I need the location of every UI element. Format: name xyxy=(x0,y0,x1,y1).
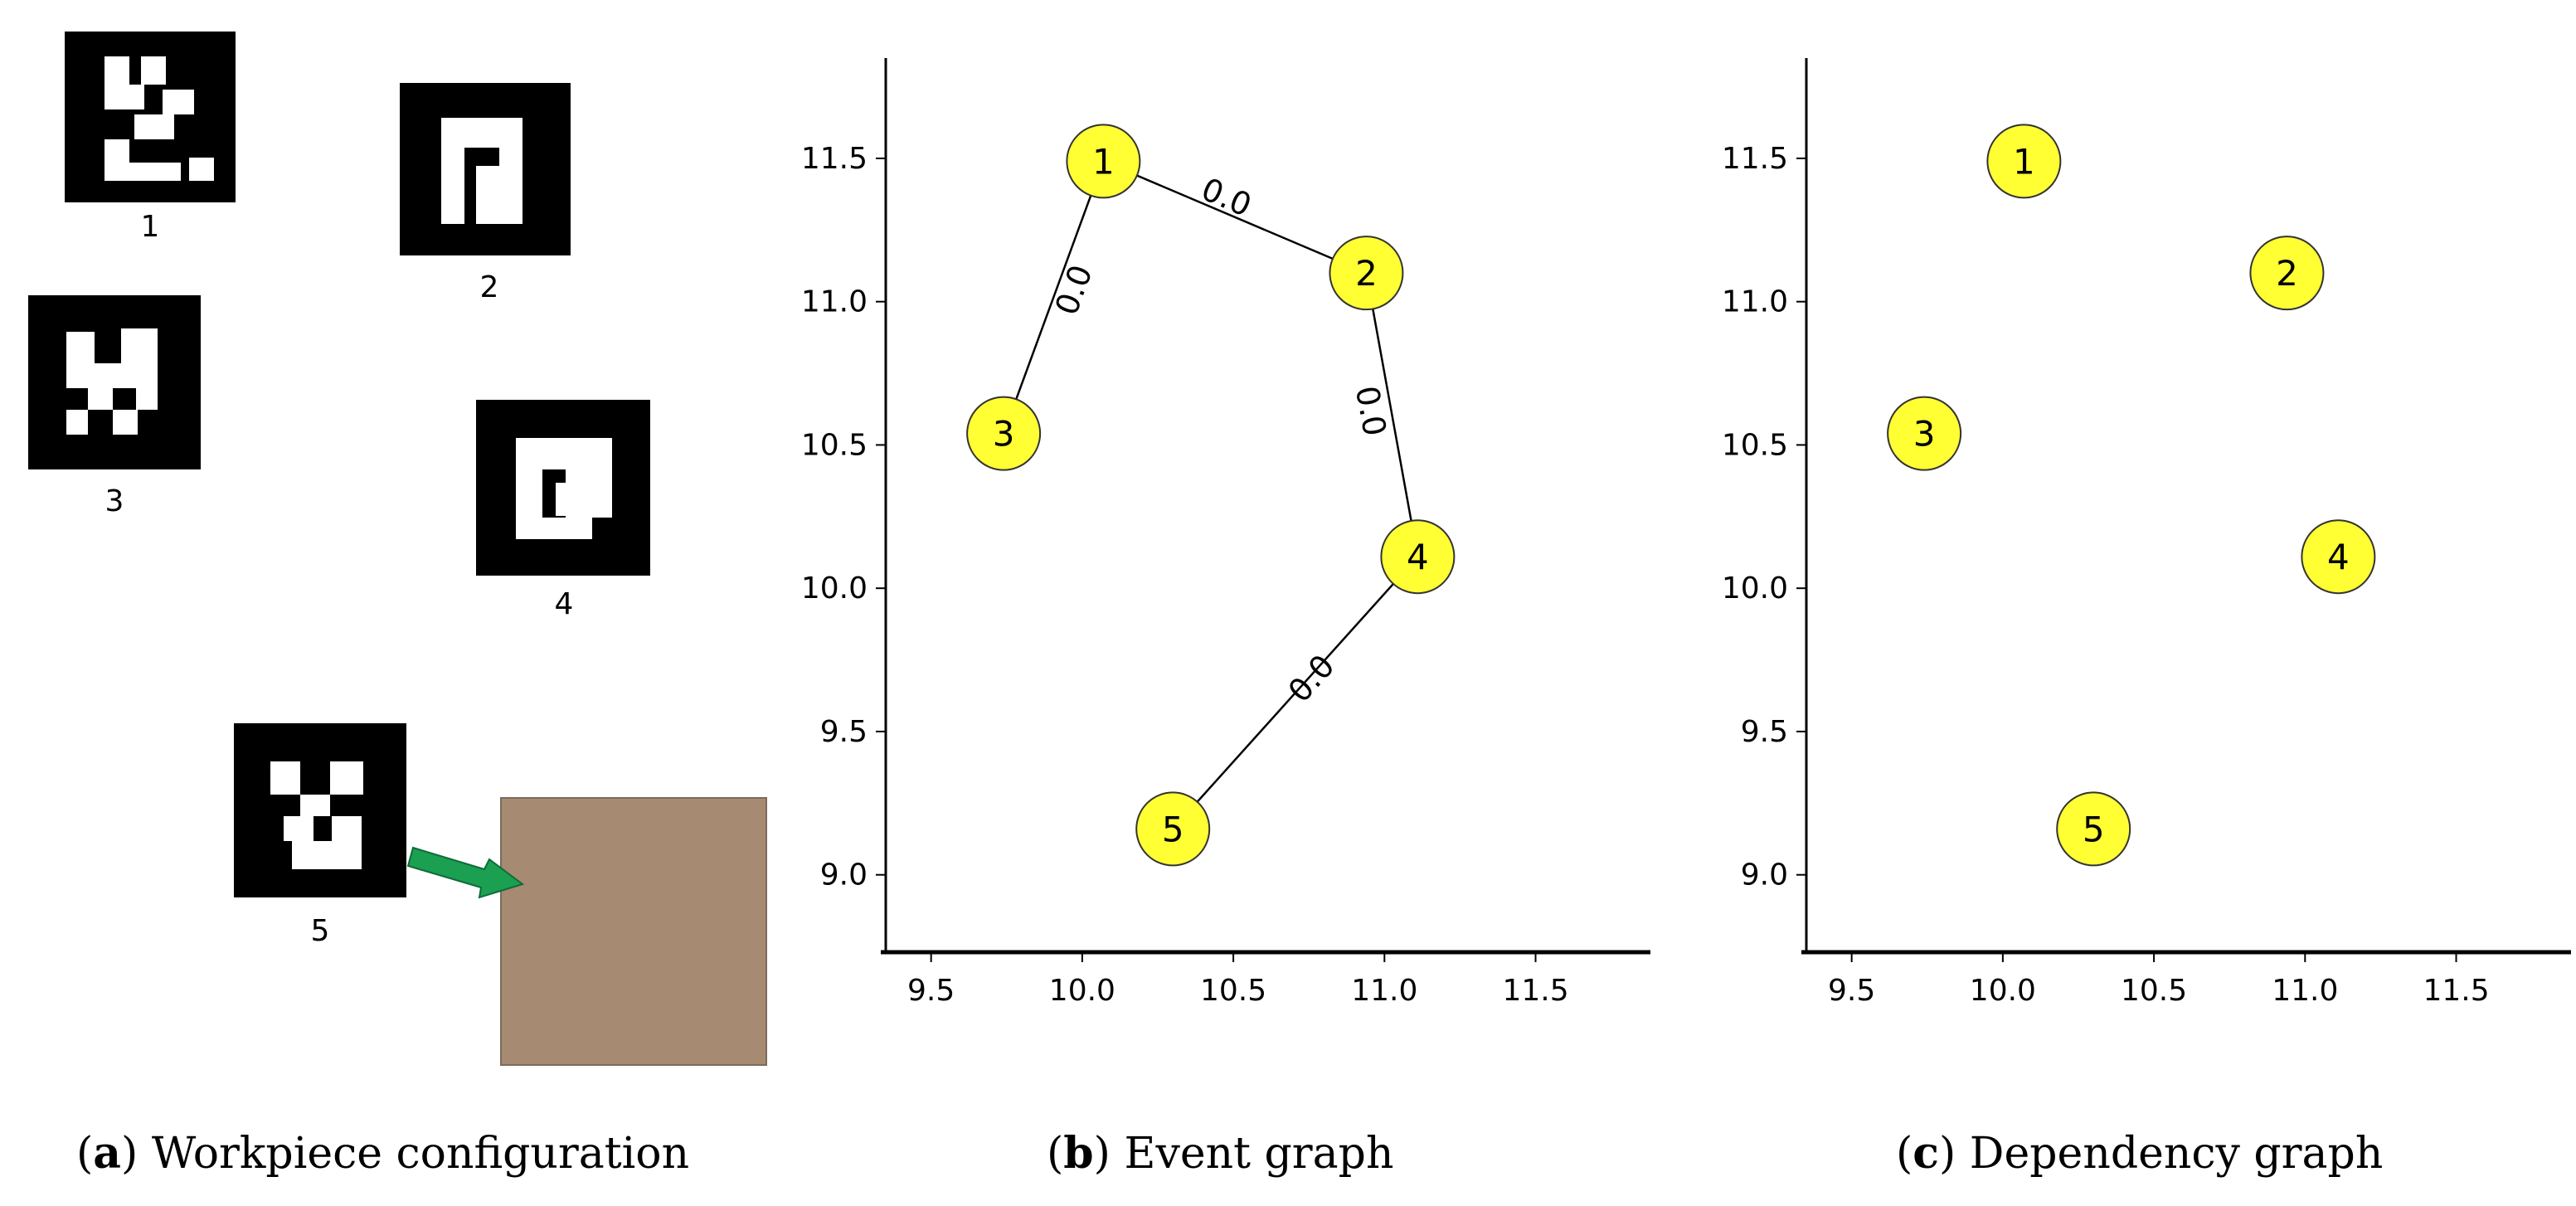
node-label-4: 4 xyxy=(1407,537,1429,577)
edge-label-2-4: 0.0 xyxy=(1349,383,1393,439)
node-label-1: 1 xyxy=(2013,141,2035,182)
node-label-5: 5 xyxy=(2083,809,2105,849)
aruco-marker-1 xyxy=(65,32,236,202)
node-label-4: 4 xyxy=(2327,537,2350,577)
node-5 xyxy=(2056,791,2131,867)
aruco-marker-5 xyxy=(234,723,406,897)
node-4 xyxy=(2301,519,2376,595)
marker-label-4: 4 xyxy=(555,587,574,621)
node-label-3: 3 xyxy=(1913,414,1936,455)
x-tick-label: 10.5 xyxy=(1200,974,1266,1008)
aruco-marker-3 xyxy=(28,295,201,469)
y-tick-label: 10.5 xyxy=(801,428,868,462)
x-tick-label: 11.5 xyxy=(1502,974,1568,1008)
node-1 xyxy=(1066,124,1141,199)
caption-dependency-graph: (c) Dependency graph xyxy=(1896,1128,2384,1179)
x-tick-label: 11.0 xyxy=(1351,974,1417,1008)
x-tick-label: 9.5 xyxy=(1828,974,1875,1008)
caption-letter: b xyxy=(1063,1128,1094,1179)
caption-letter: c xyxy=(1913,1128,1939,1179)
y-tick-label: 9.5 xyxy=(1741,715,1788,749)
y-tick-label: 9.0 xyxy=(820,858,868,892)
edge-1-3 xyxy=(1002,160,1105,435)
edge-label-1-2: 0.0 xyxy=(1196,171,1256,224)
edge-1-2 xyxy=(1102,160,1367,275)
y-tick-label: 11.0 xyxy=(801,285,868,319)
node-2 xyxy=(1329,236,1404,311)
y-tick-label: 11.0 xyxy=(1722,285,1788,319)
workpiece-block xyxy=(500,797,767,1066)
node-1 xyxy=(1986,124,2062,199)
caption-text: Dependency graph xyxy=(1969,1129,2384,1179)
y-tick-label: 10.0 xyxy=(1722,571,1788,605)
node-5 xyxy=(1135,791,1211,867)
edge-4-5 xyxy=(1172,556,1419,830)
caption-text: Workpiece configuration xyxy=(151,1129,690,1179)
x-tick-label: 11.5 xyxy=(2423,974,2489,1008)
node-2 xyxy=(2249,236,2325,311)
node-label-3: 3 xyxy=(993,414,1015,455)
green-arrow xyxy=(406,846,525,899)
event-graph-plot: 9.09.510.010.511.011.59.5 10.0 10.5 11.0 11.… xyxy=(801,58,1650,1008)
marker-label-3: 3 xyxy=(105,484,124,518)
node-label-2: 2 xyxy=(1355,253,1378,294)
x-tick-label: 10.0 xyxy=(1049,974,1115,1008)
edge-2-4 xyxy=(1365,272,1419,557)
node-label-1: 1 xyxy=(1092,141,1115,182)
y-tick-label: 9.5 xyxy=(820,715,868,749)
marker-label-5: 5 xyxy=(311,914,330,948)
edge-label-1-3: 0.0 xyxy=(1048,260,1100,320)
aruco-marker-4 xyxy=(476,400,650,576)
aruco-marker-2 xyxy=(400,83,571,255)
node-label-5: 5 xyxy=(1162,809,1184,849)
y-tick-label: 11.5 xyxy=(801,142,868,176)
x-tick-label: 11.0 xyxy=(2272,974,2338,1008)
caption-letter: a xyxy=(93,1128,121,1179)
node-3 xyxy=(966,396,1042,471)
x-tick-label: 10.0 xyxy=(1970,974,2036,1008)
x-tick-label: 9.5 xyxy=(907,974,955,1008)
y-tick-label: 9.0 xyxy=(1741,858,1788,892)
y-tick-label: 10.0 xyxy=(801,571,868,605)
node-4 xyxy=(1380,519,1456,595)
node-label-2: 2 xyxy=(2276,253,2298,294)
x-tick-label: 10.5 xyxy=(2121,974,2187,1008)
caption-text: Event graph xyxy=(1124,1129,1394,1179)
caption-workpiece: (a) Workpiece configuration xyxy=(76,1128,690,1179)
dependency-graph-plot: 9.0 9.5 10.0 10.5 11.0 11.5 9.5 10.0 10.5 11.0 11.… xyxy=(1722,58,2571,1008)
marker-label-1: 1 xyxy=(141,210,160,244)
marker-label-2: 2 xyxy=(480,270,499,304)
y-tick-label: 11.5 xyxy=(1722,142,1788,176)
node-3 xyxy=(1887,396,1962,471)
y-tick-label: 10.5 xyxy=(1722,428,1788,462)
caption-event-graph: (b) Event graph xyxy=(1047,1128,1394,1179)
panel-workpiece-configuration: 1 2 3 xyxy=(28,32,767,1066)
